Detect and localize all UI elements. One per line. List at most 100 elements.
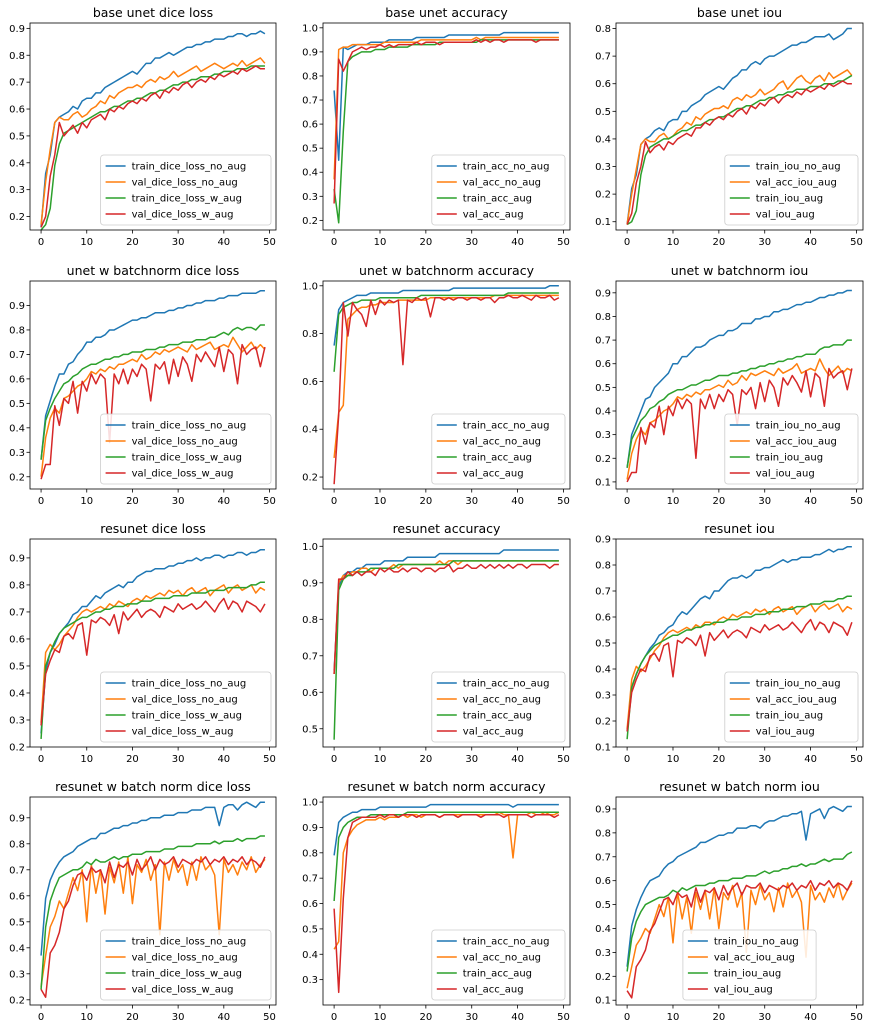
series-line-val_acc_iou_aug [626, 603, 853, 729]
y-tick-label: 0.9 [9, 813, 25, 824]
y-tick-label: 0.4 [9, 688, 25, 699]
subplot-3: base unet iou 0 10 20 30 40 50 0.1 0.2 0.3 0.4 0.5 0… [595, 5, 864, 248]
y-tick-label: 0.2 [302, 216, 318, 227]
y-tick-label: 0.3 [302, 975, 318, 986]
x-tick-label: 50 [263, 237, 276, 248]
legend-label: train_iou_no_aug [714, 937, 799, 948]
legend-label: train_dice_loss_w_aug [132, 194, 242, 205]
legend-label: val_acc_iou_aug [756, 437, 837, 448]
legend-label: val_dice_loss_w_aug [132, 985, 234, 996]
y-tick-label: 0.5 [302, 144, 318, 155]
y-tick-label: 0.6 [302, 120, 318, 131]
axes-frame [615, 22, 864, 231]
y-tick-label: 0.3 [9, 448, 25, 459]
x-tick-label: 50 [850, 496, 863, 507]
y-tick-label: 0.5 [595, 107, 611, 118]
legend: train_iou_no_aug val_acc_iou_aug train_iou… [682, 929, 817, 1001]
x-tick-label: 40 [804, 754, 817, 765]
series-line-train_dice_loss_w_aug [40, 324, 265, 460]
legend-label: train_acc_aug [463, 711, 532, 722]
series-line-val_dice_loss_no_aug [40, 336, 266, 477]
y-tick-label: 0.3 [595, 948, 611, 959]
y-tick-label: 0.1 [595, 743, 611, 754]
subplot-12: resunet w batch norm iou 0 10 20 30 40 50 0.1 0.… [595, 779, 864, 1023]
subplot-title: resunet w batch norm dice loss [55, 779, 251, 794]
x-tick-label: 10 [374, 1012, 387, 1023]
legend-label: train_dice_loss_no_aug [132, 421, 247, 432]
series-line-train_acc_aug [333, 811, 559, 902]
series-line-train_dice_loss_w_aug [40, 65, 265, 231]
legend-label: val_iou_aug [756, 210, 815, 221]
x-tick-label: 0 [331, 496, 337, 507]
series-line-val_acc_iou_aug [626, 358, 853, 480]
x-tick-label: 10 [667, 237, 680, 248]
subplot-title: base unet dice loss [93, 5, 213, 20]
series-line-val_iou_aug [626, 618, 853, 732]
legend-label: val_acc_aug [463, 985, 524, 996]
axes-frame [322, 796, 571, 1006]
series-line-train_acc_aug [333, 292, 559, 372]
y-tick-label: 0.3 [302, 192, 318, 203]
y-tick-label: 0.4 [9, 943, 25, 954]
y-tick-label: 0.6 [595, 876, 611, 887]
series-line-val_dice_loss_w_aug [40, 65, 265, 228]
y-tick-label: 0.2 [9, 743, 25, 754]
subplot-title: resunet accuracy [393, 521, 501, 536]
series-line-val_acc_no_aug [333, 36, 559, 180]
y-tick-label: 0.3 [595, 691, 611, 702]
x-tick-label: 0 [38, 237, 44, 248]
subplot-5: unet w batchnorm accuracy 0 10 20 30 40 50 0.2 0… [302, 263, 571, 507]
x-tick-label: 20 [419, 1012, 432, 1023]
y-tick-label: 0.7 [9, 607, 25, 618]
axes-frame [615, 796, 864, 1006]
series-line-train_iou_aug [626, 851, 853, 972]
x-tick-label: 20 [712, 496, 725, 507]
y-tick-label: 0.6 [302, 377, 318, 388]
y-tick-label: 0.5 [9, 661, 25, 672]
y-tick-label: 0.2 [302, 473, 318, 484]
y-tick-label: 0.9 [9, 301, 25, 312]
y-tick-label: 0.4 [595, 665, 611, 676]
x-tick-label: 40 [217, 237, 230, 248]
y-tick-label: 0.8 [595, 312, 611, 323]
x-tick-label: 20 [712, 1012, 725, 1023]
legend-label: train_dice_loss_no_aug [132, 679, 247, 690]
legend: train_acc_no_aug val_acc_no_aug train_acc_… [431, 929, 566, 1001]
x-tick-label: 50 [557, 1012, 570, 1023]
x-tick-label: 50 [557, 237, 570, 248]
x-tick-label: 40 [511, 496, 524, 507]
axes-frame [322, 22, 571, 231]
x-tick-label: 40 [804, 496, 817, 507]
legend-label: val_acc_no_aug [463, 437, 541, 448]
y-tick-label: 0.1 [595, 477, 611, 488]
legend-label: val_acc_no_aug [463, 178, 541, 189]
y-tick-label: 0.9 [302, 47, 318, 58]
y-tick-label: 0.7 [9, 350, 25, 361]
y-tick-label: 0.2 [9, 212, 25, 223]
x-tick-label: 10 [667, 496, 680, 507]
legend-box [431, 929, 566, 1001]
y-tick-label: 0.9 [595, 535, 611, 546]
legend-label: train_iou_aug [756, 711, 823, 722]
x-tick-label: 30 [465, 237, 478, 248]
legend: train_acc_no_aug val_acc_no_aug train_acc_… [431, 154, 566, 226]
y-tick-label: 0.7 [595, 852, 611, 863]
y-tick-label: 0.8 [302, 71, 318, 82]
subplot-9: resunet iou 0 10 20 30 40 50 0.1 0.2 0.3 0.4 0.5 0.6… [595, 521, 864, 765]
y-tick-label: 0.2 [595, 972, 611, 983]
y-tick-label: 0.6 [302, 688, 318, 699]
y-tick-label: 0.8 [9, 325, 25, 336]
y-tick-label: 0.8 [595, 561, 611, 572]
y-tick-label: 0.8 [9, 839, 25, 850]
legend-label: val_dice_loss_no_aug [132, 953, 238, 964]
series-line-train_acc_no_aug [333, 31, 559, 161]
x-tick-label: 20 [712, 754, 725, 765]
y-tick-label: 0.9 [302, 578, 318, 589]
series-line-train_dice_loss_no_aug [40, 30, 266, 228]
x-tick-label: 40 [511, 1012, 524, 1023]
legend-label: val_acc_aug [463, 210, 524, 221]
series-line-val_dice_loss_no_aug [40, 584, 266, 723]
x-tick-label: 40 [217, 496, 230, 507]
subplot-1: base unet dice loss 0 10 20 30 40 50 0.2 0.3 0.4 0… [9, 5, 277, 248]
y-tick-label: 0.6 [9, 634, 25, 645]
